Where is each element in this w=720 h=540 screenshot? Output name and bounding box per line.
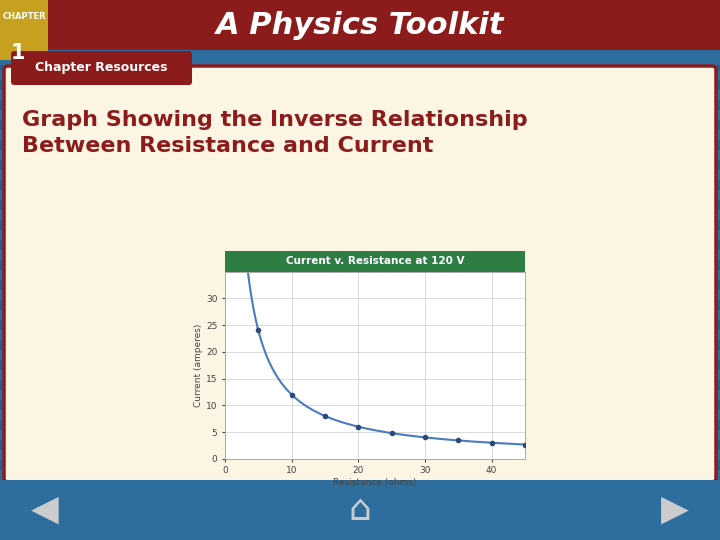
Bar bbox=[0, 280, 720, 290]
Text: ▶: ▶ bbox=[661, 493, 689, 527]
Bar bbox=[0, 0, 720, 10]
Text: 1: 1 bbox=[11, 43, 25, 63]
Bar bbox=[0, 130, 720, 140]
Text: Current v. Resistance at 120 V: Current v. Resistance at 120 V bbox=[286, 256, 464, 266]
Bar bbox=[0, 430, 720, 440]
Bar bbox=[0, 530, 720, 540]
Bar bbox=[0, 150, 720, 160]
Bar bbox=[0, 520, 720, 530]
Bar bbox=[0, 180, 720, 190]
Bar bbox=[0, 80, 720, 90]
Bar bbox=[0, 300, 720, 310]
Bar bbox=[0, 110, 720, 120]
Bar bbox=[0, 20, 720, 30]
Text: CHAPTER: CHAPTER bbox=[2, 12, 46, 21]
Bar bbox=[0, 170, 720, 180]
Bar bbox=[0, 410, 720, 420]
Bar bbox=[0, 40, 720, 50]
Bar bbox=[0, 480, 720, 540]
Bar bbox=[0, 270, 720, 280]
Bar bbox=[0, 390, 720, 400]
Bar bbox=[0, 30, 720, 40]
Bar bbox=[0, 450, 720, 460]
FancyBboxPatch shape bbox=[4, 66, 716, 482]
Text: A Physics Toolkit: A Physics Toolkit bbox=[216, 10, 504, 39]
Bar bbox=[0, 70, 720, 80]
Text: Graph Showing the Inverse Relationship
Between Resistance and Current: Graph Showing the Inverse Relationship B… bbox=[22, 110, 528, 156]
Text: ⌂: ⌂ bbox=[348, 493, 372, 527]
Bar bbox=[0, 200, 720, 210]
Bar bbox=[0, 160, 720, 170]
Text: ◀: ◀ bbox=[31, 493, 59, 527]
Bar bbox=[0, 0, 720, 50]
Bar bbox=[0, 500, 720, 510]
Bar bbox=[0, 440, 720, 450]
Bar bbox=[0, 120, 720, 130]
Bar bbox=[0, 360, 720, 370]
Bar bbox=[0, 350, 720, 360]
Bar bbox=[0, 470, 720, 480]
Bar bbox=[0, 50, 720, 65]
Bar bbox=[0, 420, 720, 430]
Bar bbox=[0, 60, 720, 70]
Bar bbox=[0, 0, 48, 60]
Text: Chapter Resources: Chapter Resources bbox=[35, 62, 168, 75]
Bar bbox=[0, 400, 720, 410]
Bar bbox=[0, 510, 720, 520]
Bar bbox=[0, 320, 720, 330]
Bar bbox=[0, 290, 720, 300]
Bar bbox=[0, 490, 720, 500]
Bar bbox=[0, 190, 720, 200]
Bar bbox=[0, 50, 720, 60]
Bar bbox=[0, 340, 720, 350]
Bar bbox=[0, 480, 720, 490]
Bar bbox=[0, 260, 720, 270]
Bar bbox=[0, 370, 720, 380]
Bar bbox=[0, 330, 720, 340]
X-axis label: Resistance (ohms): Resistance (ohms) bbox=[333, 478, 417, 487]
Bar bbox=[0, 140, 720, 150]
Y-axis label: Current (amperes): Current (amperes) bbox=[194, 323, 203, 407]
FancyBboxPatch shape bbox=[11, 51, 192, 85]
Bar bbox=[0, 100, 720, 110]
Bar bbox=[0, 240, 720, 250]
Bar bbox=[0, 210, 720, 220]
Bar bbox=[0, 380, 720, 390]
Bar bbox=[0, 90, 720, 100]
Bar bbox=[0, 310, 720, 320]
Bar bbox=[0, 220, 720, 230]
Bar bbox=[0, 230, 720, 240]
Bar bbox=[0, 10, 720, 20]
Bar bbox=[0, 460, 720, 470]
Bar bbox=[0, 250, 720, 260]
